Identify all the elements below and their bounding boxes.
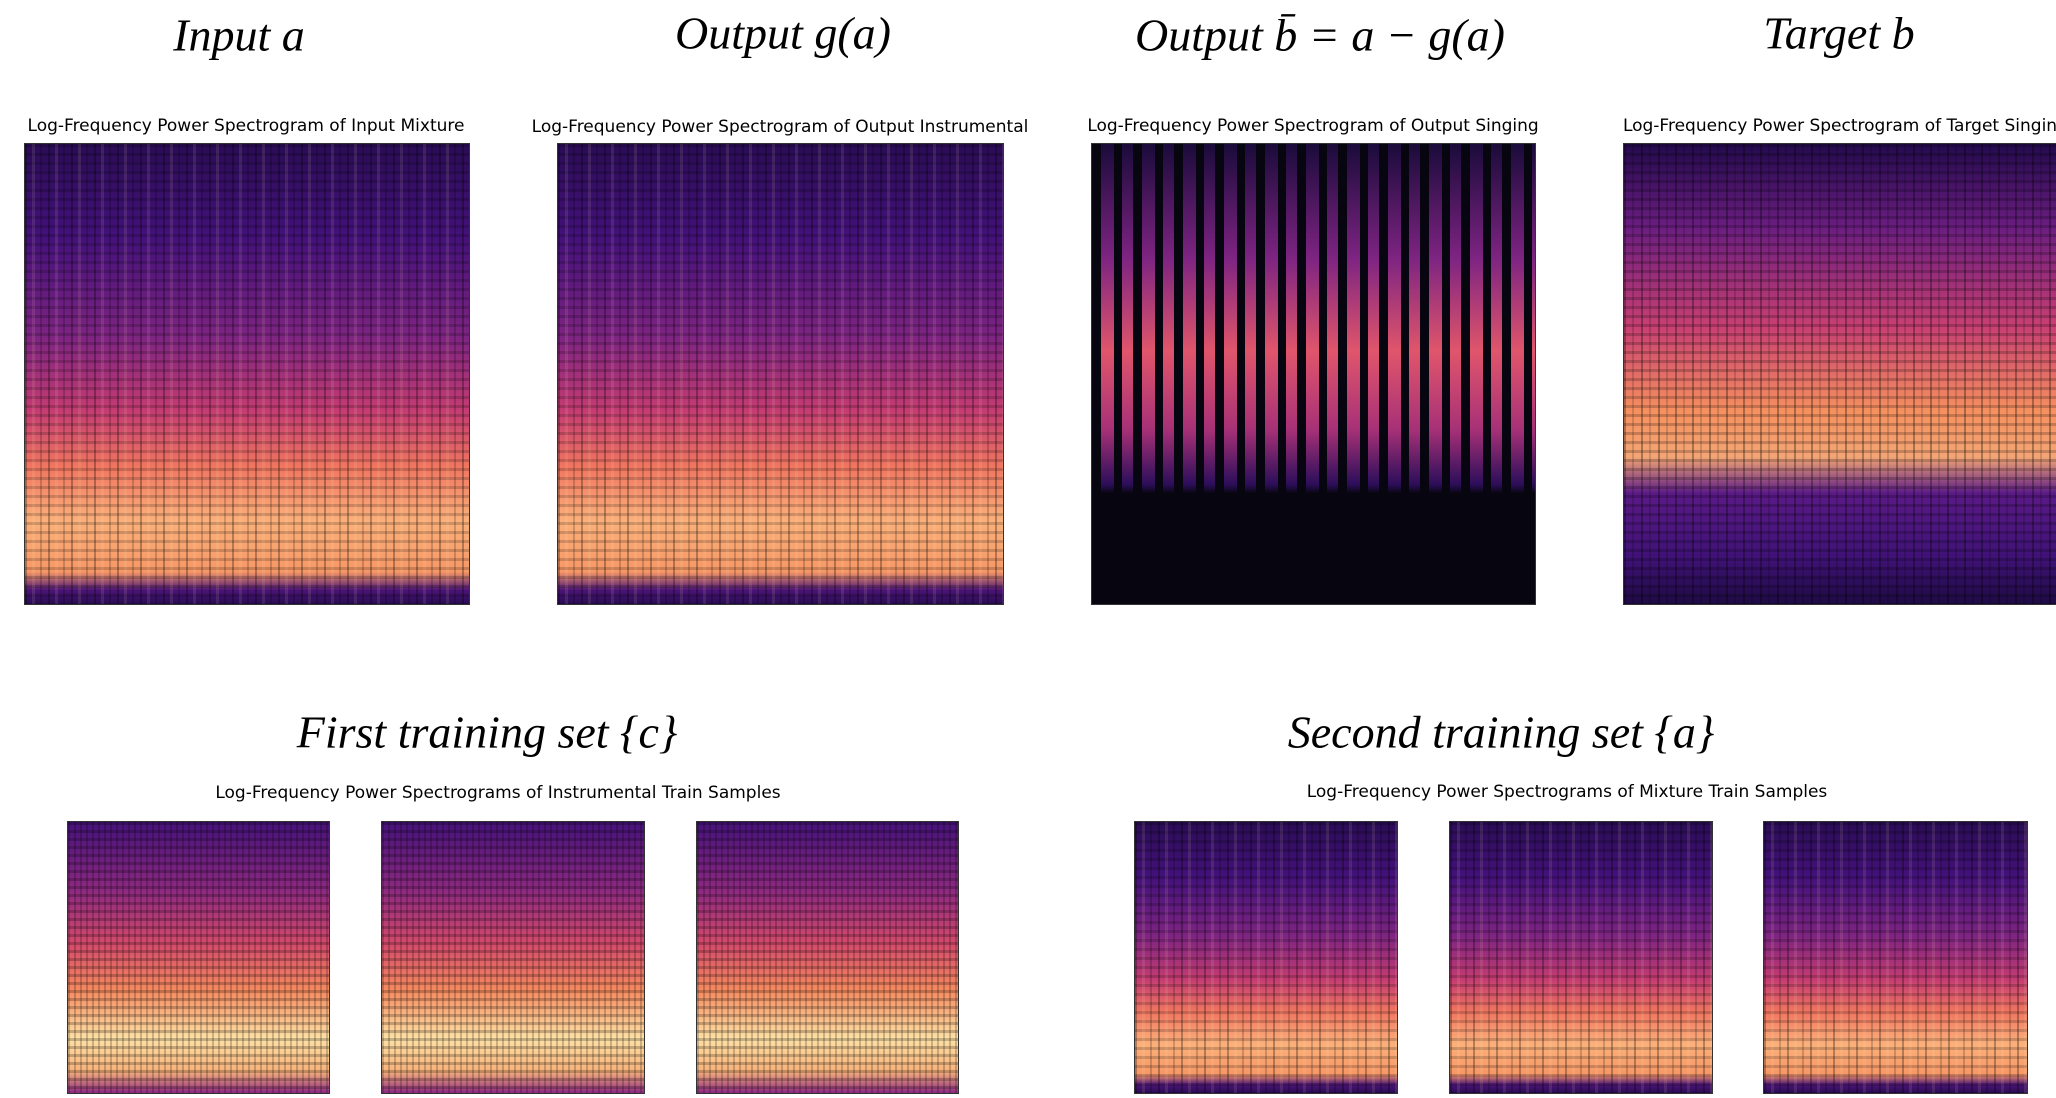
spectrogram <box>24 143 470 605</box>
panel-caption: Log-Frequency Power Spectrogram of Input… <box>28 116 465 136</box>
panel-heading: Target b <box>1763 7 1914 60</box>
spectrogram <box>1623 143 2056 605</box>
spectrogram <box>696 821 959 1094</box>
panel-heading: Input a <box>173 9 305 62</box>
spectrogram <box>1449 821 1713 1094</box>
spectrogram <box>1763 821 2028 1094</box>
panel-heading: Output g(a) <box>675 7 891 60</box>
group-caption: Log-Frequency Power Spectrograms of Inst… <box>215 783 780 803</box>
spectrogram <box>1134 821 1398 1094</box>
panel-heading: Output b̄ = a − g(a) <box>1135 9 1505 62</box>
group-caption: Log-Frequency Power Spectrograms of Mixt… <box>1307 782 1828 802</box>
panel-caption: Log-Frequency Power Spectrogram of Outpu… <box>532 117 1029 137</box>
figure: Input a Output g(a) Output b̄ = a − g(a)… <box>0 0 2056 1098</box>
spectrogram <box>381 821 645 1094</box>
panel-caption: Log-Frequency Power Spectrogram of Outpu… <box>1087 116 1538 136</box>
spectrogram <box>67 821 330 1094</box>
spectrogram <box>1091 143 1536 605</box>
group-heading: First training set {c} <box>297 706 678 759</box>
group-heading: Second training set {a} <box>1288 706 1714 759</box>
spectrogram <box>557 143 1004 605</box>
panel-caption: Log-Frequency Power Spectrogram of Targe… <box>1623 116 2056 136</box>
